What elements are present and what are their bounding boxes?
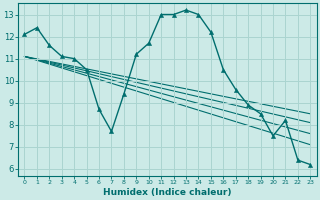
- X-axis label: Humidex (Indice chaleur): Humidex (Indice chaleur): [103, 188, 232, 197]
